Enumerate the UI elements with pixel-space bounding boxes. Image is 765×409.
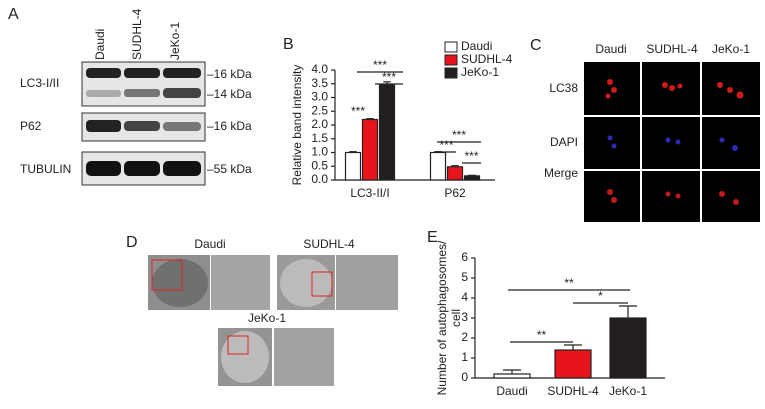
row-label: P62 — [20, 119, 42, 133]
marker-label: –16 kDa — [207, 119, 252, 133]
y-tick-label: 3.5 — [311, 76, 328, 90]
bar — [344, 151, 362, 181]
column-label: SUDHL-4 — [130, 8, 144, 60]
y-axis-label: cell — [449, 309, 463, 327]
x-tick-label: JeKo-1 — [609, 384, 647, 398]
legend-label: Daudi — [461, 39, 492, 53]
significance-label: *** — [452, 128, 466, 142]
significance-label: * — [598, 289, 603, 303]
legend-swatch — [444, 54, 458, 66]
bar — [554, 349, 592, 379]
blots — [81, 61, 206, 186]
y-tick-label: 2.0 — [311, 117, 328, 131]
y-tick-label: 6 — [461, 250, 468, 264]
significance-label: *** — [439, 138, 453, 152]
y-axis-label: Relative band intensity — [290, 65, 304, 186]
image-label: JeKo-1 — [248, 311, 286, 325]
legend-swatch — [444, 41, 458, 53]
image-label: Daudi — [194, 237, 225, 251]
panel-label: A — [8, 6, 19, 23]
legend-label: SUDHL-4 — [461, 52, 513, 66]
y-tick-label: 3 — [461, 310, 468, 324]
fluorescence-images — [584, 62, 760, 222]
bar — [463, 175, 481, 181]
x-tick-label: P62 — [444, 186, 466, 200]
significance-label: *** — [382, 70, 396, 84]
significance-label: *** — [464, 149, 478, 163]
y-tick-label: 0.0 — [311, 172, 328, 186]
y-tick-label: 2 — [461, 330, 468, 344]
bar — [446, 166, 464, 181]
panel-label: C — [530, 37, 542, 54]
row-label: Merge — [544, 166, 578, 180]
column-label: SUDHL-4 — [646, 42, 698, 56]
y-tick-label: 1.0 — [311, 145, 328, 159]
bar — [378, 84, 396, 181]
marker-label: –55 kDa — [207, 162, 252, 176]
y-tick-label: 1 — [461, 350, 468, 364]
row-label: LC38 — [549, 81, 578, 95]
bar — [429, 151, 447, 181]
y-tick-label: 1.5 — [311, 131, 328, 145]
y-tick-label: 0 — [461, 370, 468, 384]
column-label: JeKo-1 — [712, 42, 750, 56]
marker-label: –16 kDa — [207, 67, 252, 81]
legend-swatch — [444, 67, 458, 79]
bar — [493, 373, 531, 379]
y-tick-label: 2.5 — [311, 103, 328, 117]
row-label: DAPI — [550, 135, 578, 149]
image-label: SUDHL-4 — [303, 237, 355, 251]
column-label: Daudi — [595, 42, 626, 56]
panel-label: E — [427, 229, 438, 246]
significance-label: *** — [351, 104, 365, 118]
x-tick-label: Daudi — [496, 384, 527, 398]
panel-label: D — [126, 234, 138, 251]
column-label: Daudi — [93, 29, 107, 60]
y-tick-label: 3.0 — [311, 90, 328, 104]
y-tick-label: 4 — [461, 290, 468, 304]
row-label: TUBULIN — [20, 162, 71, 176]
panel-label: B — [283, 36, 294, 53]
significance-label: *** — [373, 58, 387, 72]
column-label: JeKo-1 — [168, 22, 182, 60]
significance-label: ** — [537, 328, 547, 342]
row-label: LC3-I/II — [20, 76, 59, 90]
y-tick-label: 4.0 — [311, 62, 328, 76]
y-axis-label: Number of autophagosomes/ — [435, 240, 449, 395]
y-tick-label: 0.5 — [311, 158, 328, 172]
legend-label: JeKo-1 — [461, 65, 499, 79]
significance-label: ** — [564, 276, 574, 290]
bar — [609, 317, 647, 379]
x-tick-label: SUDHL-4 — [547, 384, 599, 398]
em-images — [148, 255, 398, 386]
bar — [361, 118, 379, 181]
x-tick-label: LC3-II/I — [350, 186, 389, 200]
marker-label: –14 kDa — [207, 87, 252, 101]
y-tick-label: 5 — [461, 270, 468, 284]
